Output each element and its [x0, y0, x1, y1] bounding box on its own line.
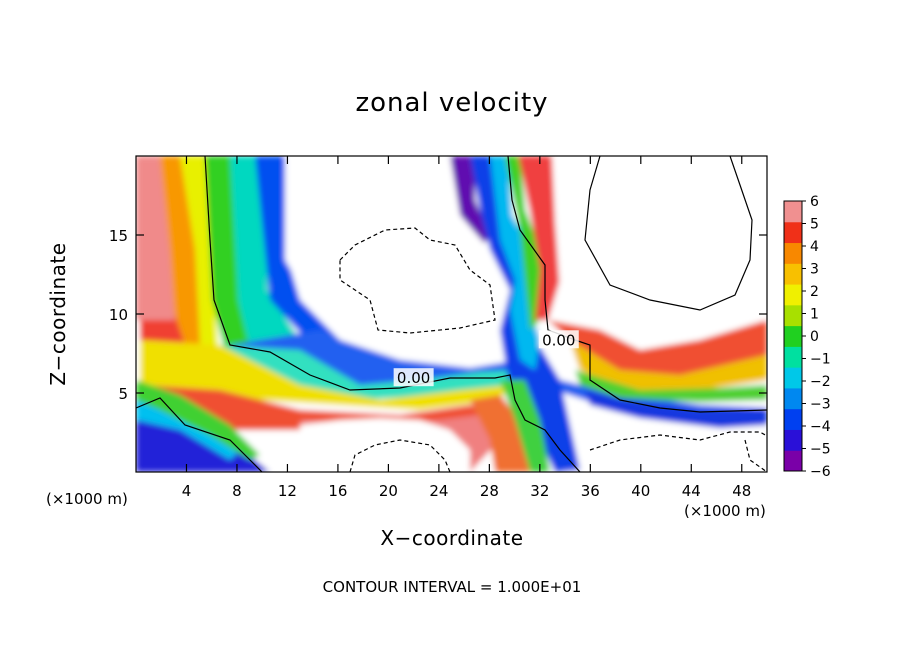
y-tick-label: 10 [109, 306, 128, 324]
field-band-center-red [140, 385, 500, 430]
colorbar-segment [784, 367, 802, 389]
x-tick-label: 32 [530, 482, 549, 500]
x-tick-label: 36 [581, 482, 600, 500]
x-tick-label: 48 [732, 482, 751, 500]
field-island-bottom-center [300, 418, 470, 472]
contour-zero-topright [584, 156, 753, 311]
y-tick-label: 5 [118, 385, 128, 403]
colorbar-segment [784, 284, 802, 306]
colorbar-segment [784, 304, 802, 327]
colorbar: 6 5 4 3 2 1 0 −1 −2 −3 −4 −5 −6 [783, 194, 831, 480]
field-band-upperleft-pink [136, 156, 175, 320]
field-band-left-blue [255, 156, 380, 365]
chart-title: zonal velocity [355, 88, 549, 118]
field-band-mid-green [505, 156, 545, 330]
colorbar-tick-label: 4 [810, 239, 819, 255]
y-tick-label: 15 [109, 227, 128, 245]
x-tick-label: 24 [429, 482, 448, 500]
x-tick-label: 16 [328, 482, 347, 500]
colorbar-segment [784, 346, 802, 368]
y-axis-ticks: 5 10 15 [109, 227, 767, 403]
x-tick-label: 44 [682, 482, 701, 500]
field-band-lowercenter-green [500, 380, 550, 472]
colorbar-tick-label: −4 [810, 419, 831, 435]
contour-label-bg [538, 330, 579, 349]
field-band-right-green [575, 370, 767, 402]
field-band-mid-red [518, 156, 560, 320]
colorbar-segment [784, 201, 802, 223]
x-unit-label-right: (×1000 m) [684, 502, 766, 520]
colorbar-tick-label: −6 [810, 464, 831, 480]
field-band-mid-purple [450, 156, 490, 250]
colorbar-tick-label: −3 [810, 397, 831, 413]
field-band-left-cyan [230, 156, 300, 350]
field-band-left-green [205, 156, 250, 350]
colorbar-segment [784, 408, 802, 430]
contour-neg-island [339, 227, 496, 334]
field-band-lowerleft-cyan [136, 395, 240, 460]
x-unit-label-left: (×1000 m) [46, 490, 128, 508]
field-island-top-right [555, 156, 767, 345]
x-tick-label: 12 [278, 482, 297, 500]
field-band-center-yellow [140, 340, 510, 410]
colorbar-tick-label: 1 [810, 307, 819, 323]
colorbar-tick-label: −2 [810, 374, 831, 390]
colorbar-segment [784, 387, 802, 410]
contour-label: 0.00 [542, 331, 575, 349]
x-tick-label: 40 [631, 482, 650, 500]
colorbar-segment [784, 242, 802, 264]
contour-label-bg [393, 368, 434, 387]
contour-labels: 0.00 0.00 [393, 330, 579, 387]
y-axis-label: Z−coordinate [46, 242, 70, 386]
field-band-left-yellow [180, 156, 218, 345]
colorbar-segment [784, 263, 802, 285]
field-band-mid-blue [470, 156, 580, 472]
colorbar-tick-label: −5 [810, 442, 831, 458]
colorbar-segment [784, 450, 802, 472]
contour-label: 0.00 [397, 369, 430, 387]
colorbar-tick-label: 0 [810, 329, 819, 345]
field-band-mid-cyan [490, 156, 540, 370]
contour-neg-bottom-right [589, 431, 767, 451]
colorbar-segment [784, 325, 802, 347]
x-tick-label: 8 [232, 482, 242, 500]
colorbar-tick-label: 3 [810, 262, 819, 278]
colorbar-segment [784, 429, 802, 451]
colorbar-tick-label: 5 [810, 217, 819, 233]
colorbar-tick-label: 2 [810, 284, 819, 300]
contour-interval-note: CONTOUR INTERVAL = 1.000E+01 [322, 578, 582, 596]
contour-neg-bottom-center [349, 439, 451, 472]
x-axis-label: X−coordinate [380, 526, 524, 550]
colorbar-tick-label: 6 [810, 194, 819, 210]
colorbar-segment [784, 221, 802, 244]
x-tick-label: 4 [182, 482, 192, 500]
field-island-bottom-right [590, 415, 767, 472]
x-axis-ticks: 4 8 12 16 20 24 28 32 36 40 44 48 [182, 156, 751, 500]
x-tick-label: 28 [480, 482, 499, 500]
colorbar-tick-label: −1 [810, 352, 831, 368]
velocity-field [136, 156, 767, 472]
contour-zero-lowerleft [136, 397, 263, 472]
field-island-top-center [285, 156, 510, 360]
field-band-right-yellow [570, 340, 767, 390]
x-tick-label: 20 [379, 482, 398, 500]
